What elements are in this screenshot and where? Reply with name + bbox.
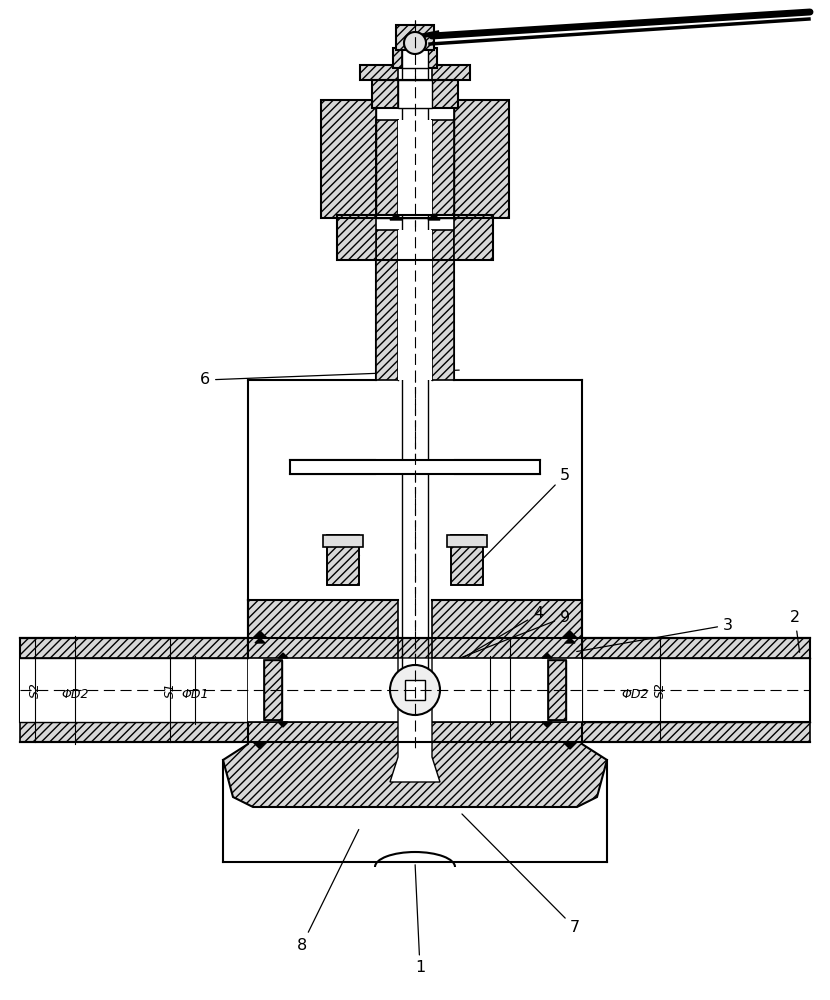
Bar <box>454 100 509 218</box>
Bar <box>432 120 454 215</box>
Bar <box>402 48 428 68</box>
Text: S2: S2 <box>653 682 666 698</box>
Text: ΦD2: ΦD2 <box>621 688 649 702</box>
Bar <box>447 535 487 547</box>
Polygon shape <box>278 722 288 727</box>
Text: 6: 6 <box>200 370 459 387</box>
Polygon shape <box>563 631 577 638</box>
Text: 2: 2 <box>790 610 800 652</box>
Bar <box>337 215 493 260</box>
Bar <box>376 215 454 260</box>
Bar <box>396 25 434 50</box>
Bar <box>432 80 458 108</box>
Bar <box>360 65 398 80</box>
Bar <box>321 100 509 218</box>
Text: S1: S1 <box>504 682 516 698</box>
Text: ΦD2: ΦD2 <box>61 688 89 702</box>
Polygon shape <box>223 638 607 807</box>
Text: S1: S1 <box>164 682 177 698</box>
Bar <box>405 680 425 700</box>
Bar <box>360 65 470 80</box>
Text: 4: 4 <box>452 606 543 665</box>
Bar <box>393 48 402 68</box>
Bar <box>264 660 282 720</box>
Bar <box>432 600 582 722</box>
Bar <box>248 658 398 722</box>
Bar <box>398 230 432 380</box>
Bar <box>548 660 566 720</box>
Bar <box>372 80 398 108</box>
Bar <box>396 25 434 50</box>
Bar <box>398 80 432 108</box>
Bar <box>548 660 566 720</box>
Bar <box>327 535 359 585</box>
Polygon shape <box>542 653 552 658</box>
Bar <box>20 638 248 722</box>
Text: 3: 3 <box>577 617 733 652</box>
Bar <box>372 80 458 108</box>
Text: 1: 1 <box>415 865 425 976</box>
Bar <box>264 660 282 720</box>
Text: 5: 5 <box>464 468 570 578</box>
Bar <box>376 230 398 380</box>
Bar <box>432 65 470 80</box>
Polygon shape <box>542 722 552 727</box>
Polygon shape <box>390 214 402 220</box>
Polygon shape <box>255 638 265 643</box>
Text: 8: 8 <box>297 829 359 952</box>
Bar <box>376 120 398 215</box>
Bar <box>323 535 363 547</box>
Bar <box>432 230 454 380</box>
Bar <box>393 48 437 68</box>
Text: 9: 9 <box>457 609 570 659</box>
Bar <box>290 460 540 474</box>
Bar <box>451 535 483 585</box>
Bar <box>321 100 376 218</box>
Polygon shape <box>565 638 575 643</box>
Bar <box>582 638 810 658</box>
Circle shape <box>404 32 426 54</box>
Text: ΦD1: ΦD1 <box>181 688 209 702</box>
Polygon shape <box>563 742 577 749</box>
Bar <box>398 120 432 215</box>
Bar <box>376 100 454 218</box>
Bar <box>337 215 376 260</box>
Polygon shape <box>390 658 440 782</box>
Polygon shape <box>253 742 267 749</box>
Circle shape <box>390 665 440 715</box>
Text: S2: S2 <box>28 682 42 698</box>
Bar <box>582 638 810 722</box>
Bar <box>248 600 398 722</box>
Text: 7: 7 <box>462 814 580 936</box>
Bar <box>454 215 493 260</box>
Text: ΦD1: ΦD1 <box>476 688 504 702</box>
Bar <box>20 638 248 658</box>
Bar <box>432 658 582 722</box>
Polygon shape <box>428 214 440 220</box>
Bar <box>327 535 359 585</box>
Polygon shape <box>278 653 288 658</box>
Bar <box>20 658 248 722</box>
Bar <box>428 48 437 68</box>
Bar <box>20 722 248 742</box>
Bar <box>451 535 483 585</box>
Polygon shape <box>253 631 267 638</box>
Bar <box>582 722 810 742</box>
